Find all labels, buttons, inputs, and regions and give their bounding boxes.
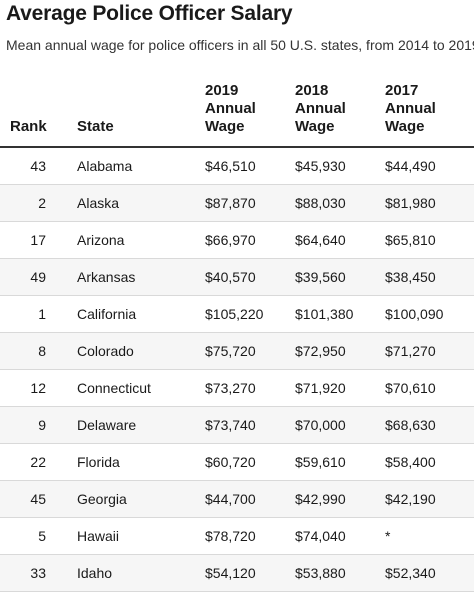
header-2018-line-3: Wage [295, 118, 335, 135]
wage-2018-cell: $59,610 [277, 443, 367, 481]
header-rank[interactable]: Rank [0, 80, 60, 148]
wage-2017-cell: $68,630 [367, 406, 474, 444]
table-row: 2 Alaska $87,870 $88,030 $81,980 [0, 184, 474, 222]
wage-2018-cell: $53,880 [277, 554, 367, 592]
state-cell: Georgia [60, 480, 187, 518]
rank-cell: 43 [0, 147, 60, 185]
salary-table: Rank State 2019 Annual Wage 2018 Annual … [0, 80, 474, 592]
state-cell: Connecticut [60, 369, 187, 407]
wage-2019-cell: $87,870 [187, 184, 277, 222]
rank-cell: 45 [0, 480, 60, 518]
header-2019-line-2: Annual [205, 100, 256, 117]
rank-cell: 22 [0, 443, 60, 481]
header-2017-annual-wage[interactable]: 2017 Annual Wage [367, 80, 474, 148]
wage-2017-cell: * [367, 517, 474, 555]
table-row: 1 California $105,220 $101,380 $100,090 [0, 295, 474, 333]
table-row: 17 Arizona $66,970 $64,640 $65,810 [0, 221, 474, 259]
wage-2019-cell: $40,570 [187, 258, 277, 296]
wage-2017-cell: $38,450 [367, 258, 474, 296]
rank-cell: 1 [0, 295, 60, 333]
state-cell: Delaware [60, 406, 187, 444]
wage-2018-cell: $72,950 [277, 332, 367, 370]
wage-2018-cell: $101,380 [277, 295, 367, 333]
rank-cell: 17 [0, 221, 60, 259]
table-row: 33 Idaho $54,120 $53,880 $52,340 [0, 554, 474, 592]
wage-2018-cell: $88,030 [277, 184, 367, 222]
page-subtitle: Mean annual wage for police officers in … [6, 37, 474, 53]
table-row: 43 Alabama $46,510 $45,930 $44,490 [0, 147, 474, 185]
header-2017-line-2: Annual [385, 100, 436, 117]
wage-2017-cell: $52,340 [367, 554, 474, 592]
header-2019-annual-wage[interactable]: 2019 Annual Wage [187, 80, 277, 148]
wage-2019-cell: $46,510 [187, 147, 277, 185]
table-row: 45 Georgia $44,700 $42,990 $42,190 [0, 480, 474, 518]
state-cell: Florida [60, 443, 187, 481]
table-row: 22 Florida $60,720 $59,610 $58,400 [0, 443, 474, 481]
header-2018-line-2: Annual [295, 100, 346, 117]
rank-cell: 49 [0, 258, 60, 296]
header-state[interactable]: State [60, 80, 187, 148]
wage-2018-cell: $39,560 [277, 258, 367, 296]
rank-cell: 12 [0, 369, 60, 407]
header-2019-line-3: Wage [205, 118, 245, 135]
wage-2017-cell: $58,400 [367, 443, 474, 481]
wage-2018-cell: $45,930 [277, 147, 367, 185]
state-cell: Colorado [60, 332, 187, 370]
table-body: 43 Alabama $46,510 $45,930 $44,490 2 Alaska $87… [0, 147, 474, 592]
wage-2019-cell: $66,970 [187, 221, 277, 259]
state-cell: Idaho [60, 554, 187, 592]
wage-2019-cell: $78,720 [187, 517, 277, 555]
state-cell: Hawaii [60, 517, 187, 555]
state-cell: Alabama [60, 147, 187, 185]
header-2019-line-1: 2019 [205, 82, 239, 99]
wage-2019-cell: $73,270 [187, 369, 277, 407]
table-row: 8 Colorado $75,720 $72,950 $71,270 [0, 332, 474, 370]
header-2018-line-1: 2018 [295, 82, 329, 99]
wage-2018-cell: $74,040 [277, 517, 367, 555]
wage-2017-cell: $70,610 [367, 369, 474, 407]
header-2017-line-3: Wage [385, 118, 425, 135]
wage-2018-cell: $70,000 [277, 406, 367, 444]
table-row: 12 Connecticut $73,270 $71,920 $70,610 [0, 369, 474, 407]
rank-cell: 33 [0, 554, 60, 592]
wage-2019-cell: $60,720 [187, 443, 277, 481]
page-title: Average Police Officer Salary [6, 2, 293, 25]
wage-2017-cell: $42,190 [367, 480, 474, 518]
wage-2017-cell: $71,270 [367, 332, 474, 370]
wage-2017-cell: $100,090 [367, 295, 474, 333]
wage-2018-cell: $71,920 [277, 369, 367, 407]
wage-2017-cell: $81,980 [367, 184, 474, 222]
rank-cell: 9 [0, 406, 60, 444]
state-cell: Alaska [60, 184, 187, 222]
wage-2019-cell: $73,740 [187, 406, 277, 444]
table-header-row: Rank State 2019 Annual Wage 2018 Annual … [0, 80, 474, 148]
table-row: 9 Delaware $73,740 $70,000 $68,630 [0, 406, 474, 444]
state-cell: Arkansas [60, 258, 187, 296]
state-cell: Arizona [60, 221, 187, 259]
rank-cell: 5 [0, 517, 60, 555]
wage-2019-cell: $44,700 [187, 480, 277, 518]
rank-cell: 2 [0, 184, 60, 222]
wage-2017-cell: $44,490 [367, 147, 474, 185]
table-row: 5 Hawaii $78,720 $74,040 * [0, 517, 474, 555]
rank-cell: 8 [0, 332, 60, 370]
table-row: 49 Arkansas $40,570 $39,560 $38,450 [0, 258, 474, 296]
wage-2017-cell: $65,810 [367, 221, 474, 259]
wage-2019-cell: $75,720 [187, 332, 277, 370]
state-cell: California [60, 295, 187, 333]
wage-2019-cell: $54,120 [187, 554, 277, 592]
wage-2018-cell: $64,640 [277, 221, 367, 259]
header-2018-annual-wage[interactable]: 2018 Annual Wage [277, 80, 367, 148]
header-2017-line-1: 2017 [385, 82, 419, 99]
wage-2019-cell: $105,220 [187, 295, 277, 333]
wage-2018-cell: $42,990 [277, 480, 367, 518]
